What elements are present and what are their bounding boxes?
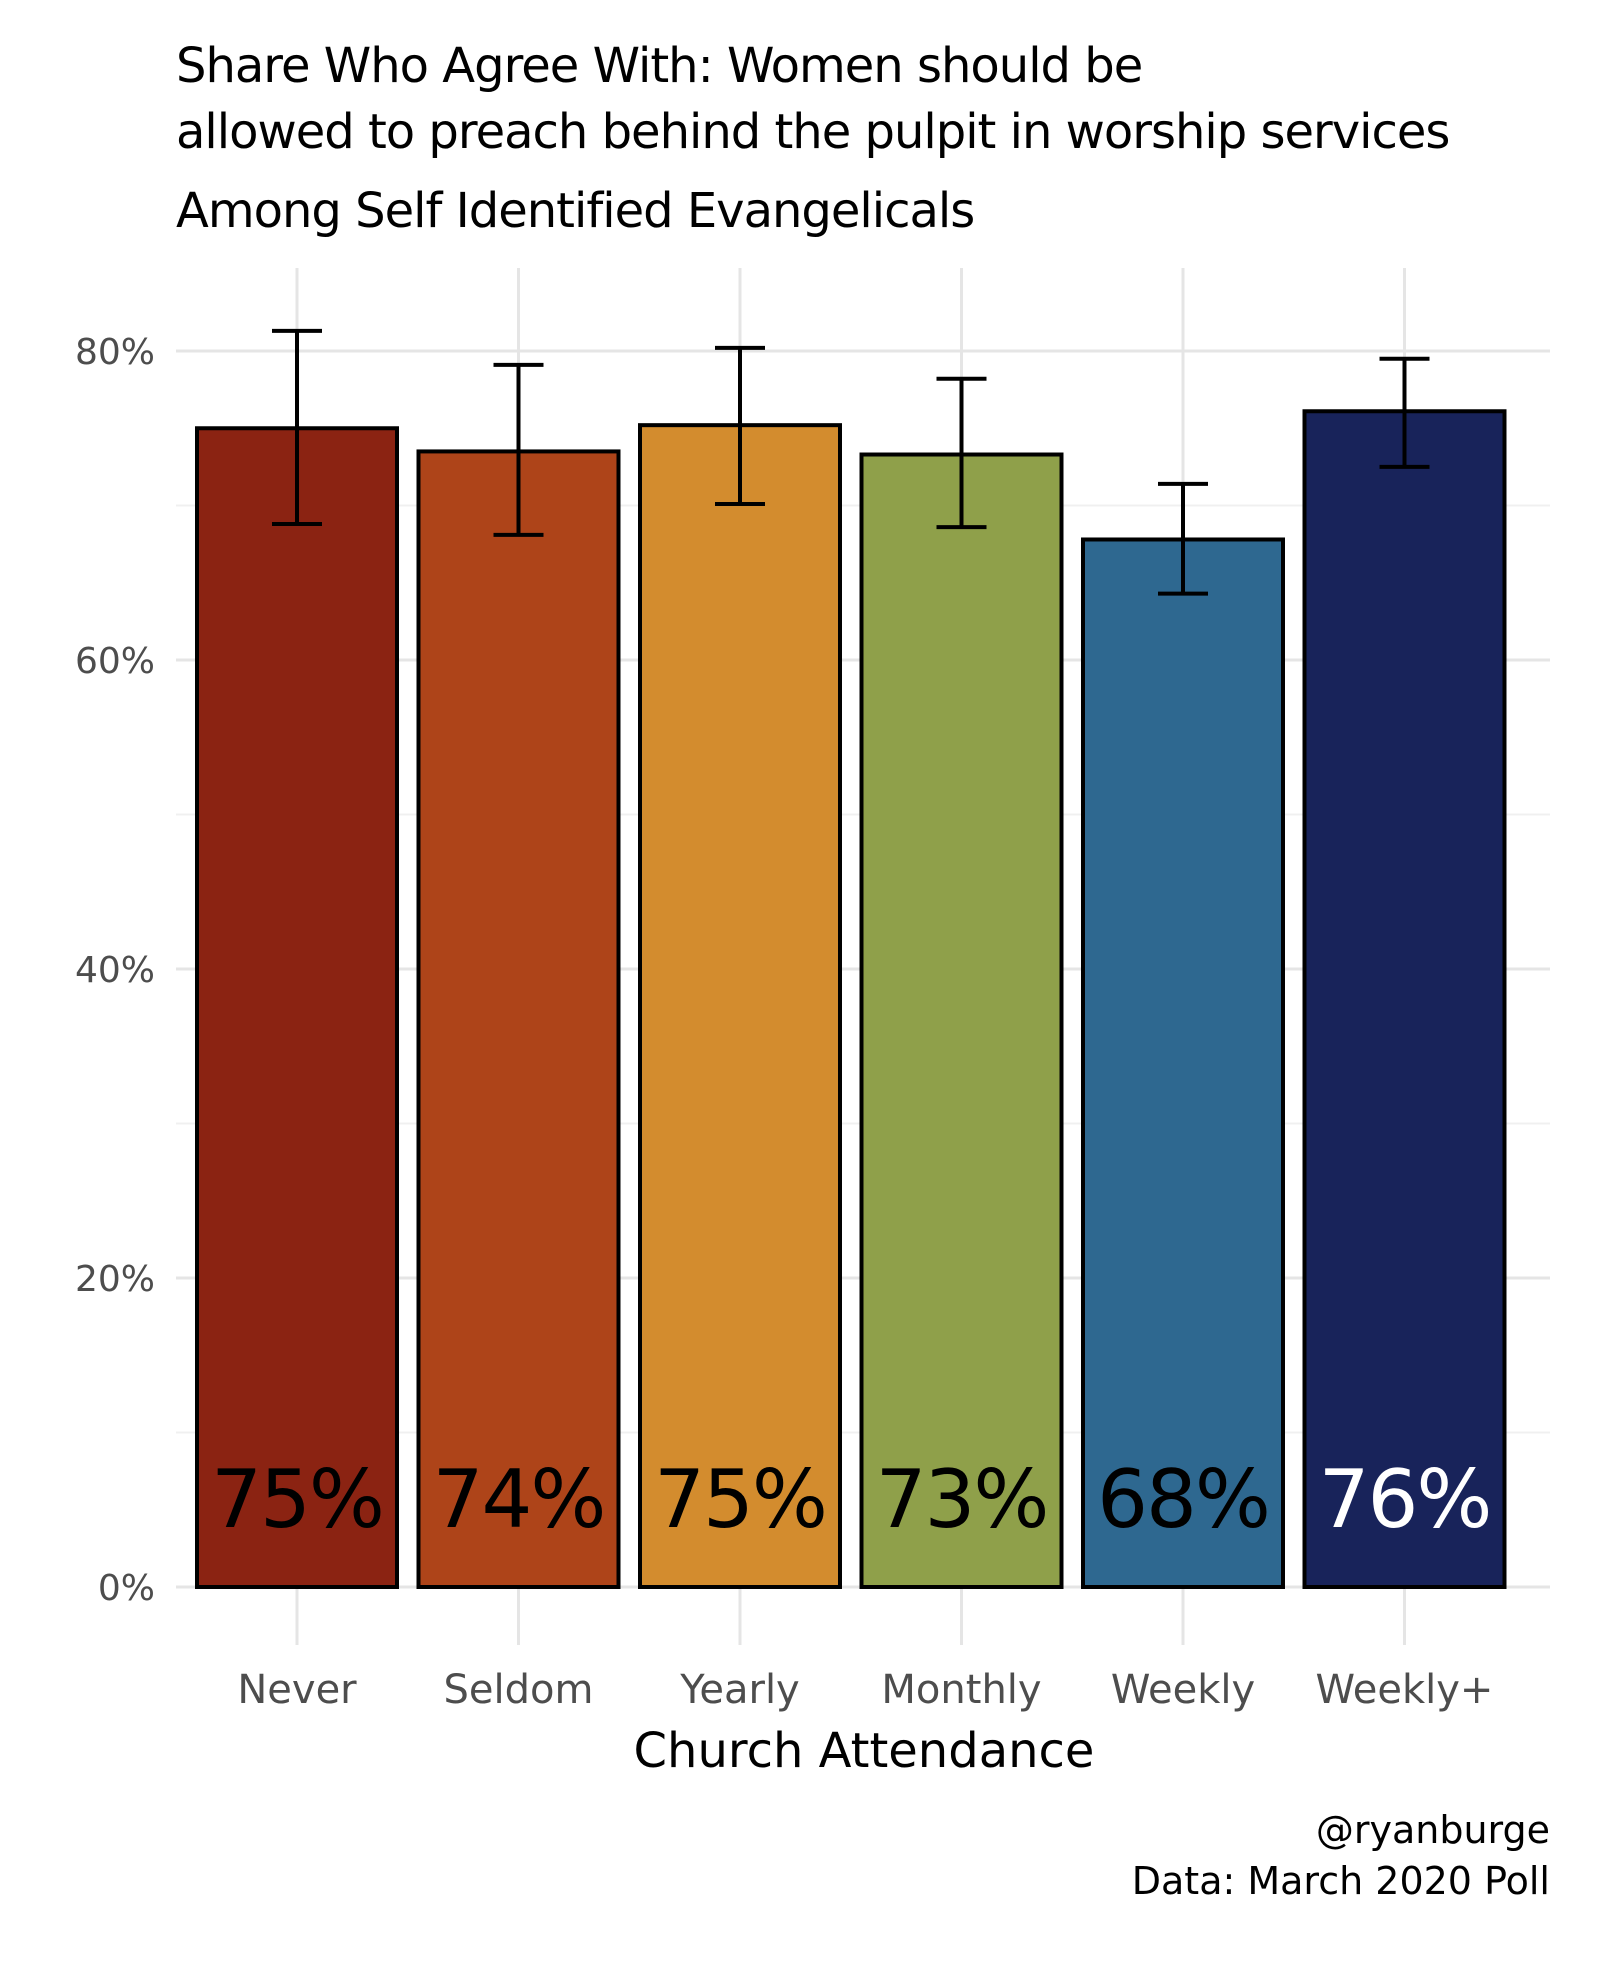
bar-never <box>195 426 399 1589</box>
y-axis-tick-labels: 0% 20% 40% 60% 80% <box>75 332 155 1609</box>
bar-value-label: 74% <box>433 1453 605 1546</box>
bar-value-label: 75% <box>654 1453 826 1546</box>
caption-author: @ryanburge <box>1316 1808 1550 1852</box>
error-bar <box>493 362 544 537</box>
error-bar <box>1158 481 1208 596</box>
bar-value-labels: 75% 74% 75% 73% 68% 76% <box>211 1453 1492 1546</box>
x-tick-label: Never <box>237 1667 357 1713</box>
bar-weekly-plus <box>1302 409 1507 1589</box>
y-tick-label: 0% <box>98 1568 155 1609</box>
y-tick-label: 80% <box>75 332 155 373</box>
chart-title-line-2: allowed to preach behind the pulpit in w… <box>176 104 1449 160</box>
bar-value-label: 73% <box>876 1453 1048 1546</box>
x-tick-label: Monthly <box>881 1667 1041 1713</box>
bar-value-label: 75% <box>211 1453 383 1546</box>
bar-yearly <box>638 423 842 1589</box>
x-axis-tick-labels: Never Seldom Yearly Monthly Weekly Weekly+ <box>237 1667 1493 1713</box>
x-tick-label: Seldom <box>444 1667 594 1713</box>
chart-title: Share Who Agree With: Women should be al… <box>176 38 1450 239</box>
error-bar <box>1379 356 1430 469</box>
bar-monthly <box>859 452 1064 1589</box>
y-tick-label: 20% <box>75 1259 155 1300</box>
bar-seldom <box>416 449 621 1589</box>
bar-value-label: 68% <box>1097 1453 1269 1546</box>
x-axis-title: Church Attendance <box>634 1723 1095 1779</box>
caption: @ryanburge Data: March 2020 Poll <box>1132 1808 1550 1903</box>
y-tick-label: 40% <box>75 950 155 991</box>
bar-weekly <box>1081 537 1285 1589</box>
chart-title-line-3: Among Self Identified Evangelicals <box>176 183 974 239</box>
x-tick-label: Yearly <box>679 1667 799 1713</box>
error-bar <box>715 345 765 506</box>
bars <box>195 409 1507 1589</box>
bar-value-label: 76% <box>1319 1453 1491 1546</box>
caption-source: Data: March 2020 Poll <box>1132 1859 1550 1903</box>
y-tick-label: 60% <box>75 641 155 682</box>
error-bars <box>272 328 1430 596</box>
error-bar <box>272 328 322 527</box>
chart-title-line-1: Share Who Agree With: Women should be <box>176 38 1142 94</box>
x-tick-label: Weekly+ <box>1316 1667 1494 1713</box>
x-tick-label: Weekly <box>1111 1667 1255 1713</box>
error-bar <box>936 376 987 530</box>
